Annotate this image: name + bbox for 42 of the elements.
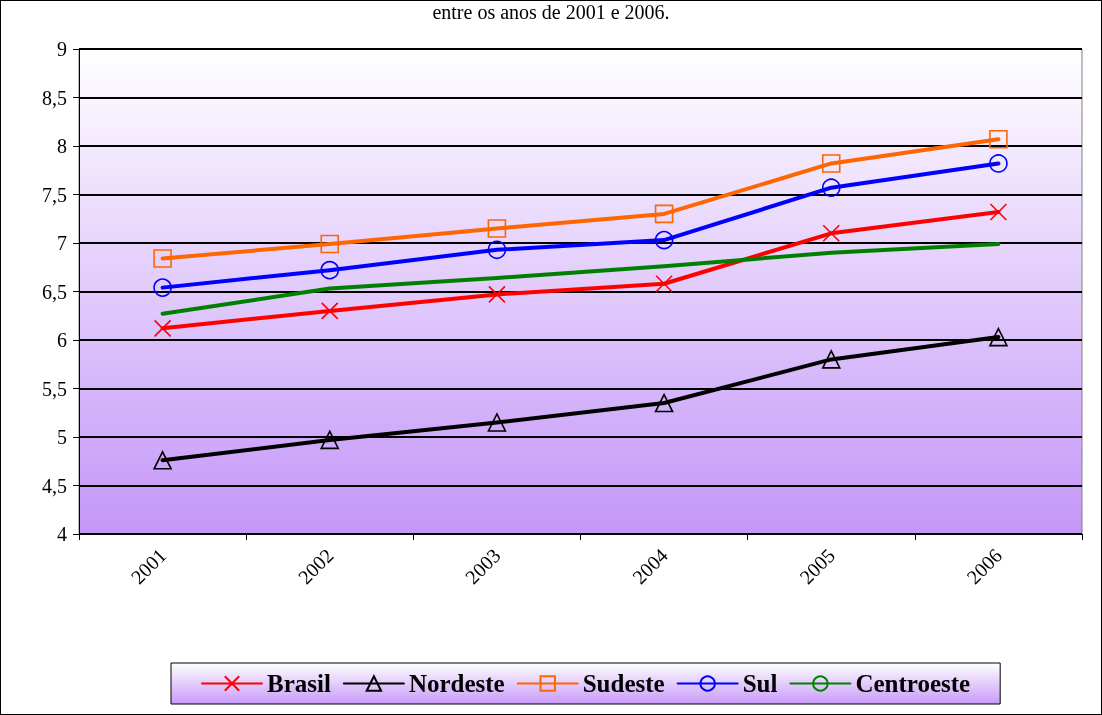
point [320, 234, 340, 254]
point [654, 230, 674, 250]
point [487, 413, 507, 432]
point [821, 350, 841, 369]
legend-label: Centroeste [855, 670, 971, 697]
y-tick-label: 7 [57, 232, 67, 254]
legend-label: Brasil [267, 670, 331, 697]
point [487, 219, 507, 238]
y-tick-label: 8,5 [42, 86, 67, 109]
point [654, 393, 674, 413]
point [153, 319, 172, 338]
legend-label: Nordeste [408, 670, 505, 697]
y-tick-label: 5,5 [42, 377, 67, 400]
point [989, 327, 1008, 347]
y-tick-label: 6,5 [42, 280, 67, 303]
point [488, 285, 506, 304]
legend-label: Sudeste [582, 670, 665, 697]
point [654, 204, 674, 224]
point [989, 203, 1008, 221]
point [655, 274, 673, 293]
y-tick-label: 9 [57, 38, 67, 60]
legend-label: Sul [742, 670, 778, 697]
y-tick-label: 7,5 [42, 183, 67, 206]
chart-title: entre os anos de 2001 e 2006. [432, 1, 670, 23]
y-tick-label: 6 [57, 329, 67, 351]
point [153, 278, 172, 297]
y-tick-label: 4 [57, 523, 67, 545]
y-tick-label: 4,5 [42, 474, 67, 497]
point [487, 240, 507, 260]
point [320, 430, 340, 450]
point [320, 260, 340, 280]
point [822, 224, 841, 243]
point [989, 154, 1008, 173]
point [153, 450, 172, 470]
point [320, 302, 339, 320]
y-tick-label: 8 [57, 135, 67, 157]
y-tick-label: 5 [57, 426, 67, 448]
point [989, 129, 1008, 149]
line-series [160, 241, 1001, 316]
point [153, 249, 172, 268]
point [821, 178, 841, 198]
point [821, 154, 841, 173]
